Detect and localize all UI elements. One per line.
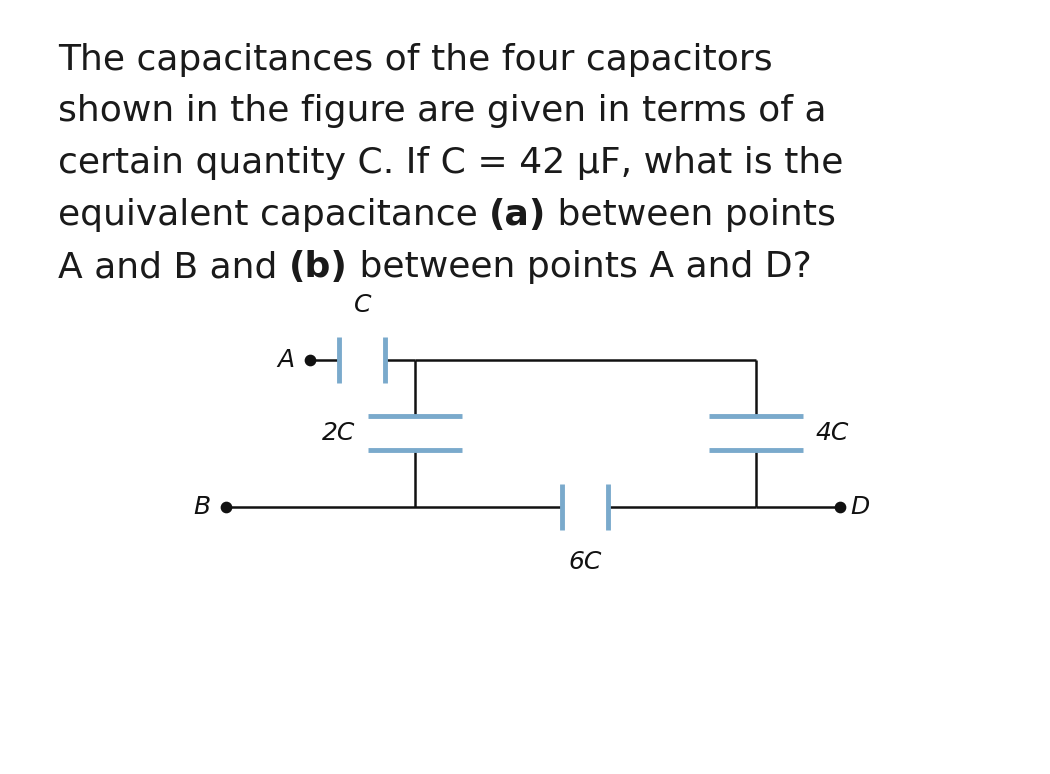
Point (217, 501, 234, 513)
Text: C: C (354, 293, 371, 317)
Text: D: D (850, 495, 869, 519)
Point (832, 501, 848, 513)
Text: (b): (b) (289, 250, 348, 284)
Text: equivalent capacitance: equivalent capacitance (58, 198, 489, 232)
Text: The capacitances of the four capacitors: The capacitances of the four capacitors (58, 43, 773, 77)
Text: 4C: 4C (816, 421, 849, 446)
Text: A and B and: A and B and (58, 250, 289, 284)
Text: between points: between points (546, 198, 836, 232)
Text: shown in the figure are given in terms of a: shown in the figure are given in terms o… (58, 94, 826, 128)
Text: 2C: 2C (321, 421, 355, 446)
Text: certain quantity C. If C = 42 μF, what is the: certain quantity C. If C = 42 μF, what i… (58, 146, 843, 180)
Text: between points A and D?: between points A and D? (348, 250, 812, 284)
Text: 6C: 6C (568, 550, 602, 574)
Text: (a): (a) (489, 198, 546, 232)
Point (301, 354, 318, 366)
Text: B: B (193, 495, 210, 519)
Text: A: A (277, 348, 294, 372)
